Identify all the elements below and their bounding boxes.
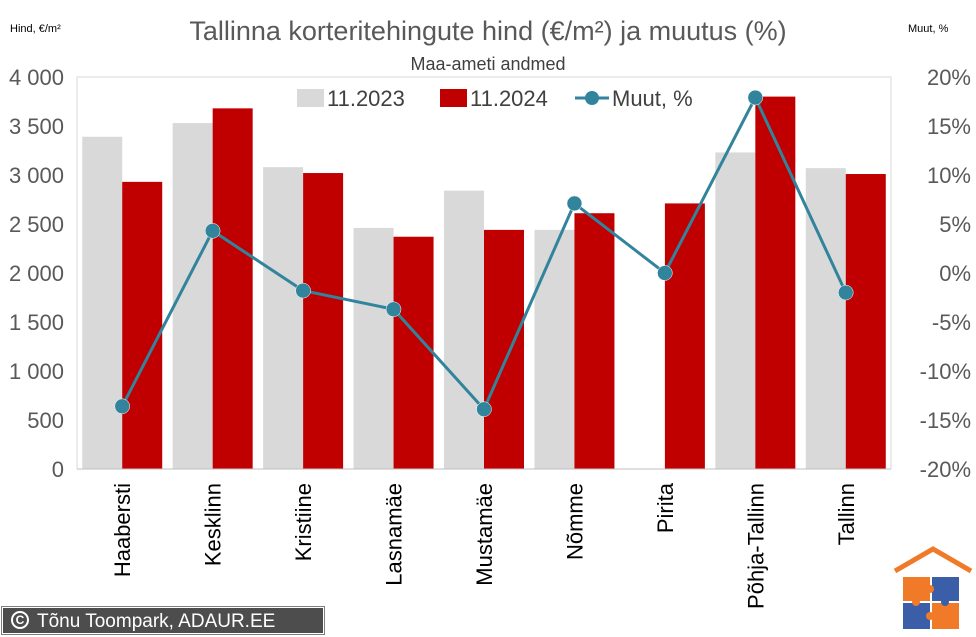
y2-tick-label: -10% xyxy=(920,359,971,384)
credit-badge: C Tõnu Toompark, ADAUR.EE xyxy=(1,606,325,635)
y2-tick-label: -5% xyxy=(932,310,971,335)
change-point xyxy=(114,398,130,415)
x-category-label: Nõmme xyxy=(562,483,587,560)
legend-label-2024: 11.2024 xyxy=(470,86,548,111)
y2-tick-label: 20% xyxy=(927,65,971,90)
chart-title: Tallinna korteritehingute hind (€/m²) ja… xyxy=(189,16,786,46)
y-tick-label: 3 500 xyxy=(9,114,64,139)
legend: 11.2023 11.2024 Muut, % xyxy=(297,86,693,111)
y-tick-label: 4 000 xyxy=(9,65,64,90)
x-category-label: Põhja-Tallinn xyxy=(743,483,768,609)
change-point xyxy=(476,401,492,417)
bar-2024 xyxy=(755,96,796,469)
bar-2023 xyxy=(444,190,484,469)
bar-2024 xyxy=(303,173,344,470)
y2-axis-label: Muut, % xyxy=(908,23,949,35)
bar-2024 xyxy=(574,213,615,469)
y2-tick-label: 0% xyxy=(939,261,971,286)
change-point xyxy=(385,301,402,318)
chart-subtitle: Maa-ameti andmed xyxy=(410,54,565,74)
copyright-icon: C xyxy=(11,611,29,629)
plot-area: 0 500 1 000 1 500 2 000 2 500 3 000 3 500 4 000 -… xyxy=(9,65,971,609)
logo-house-puzzle-icon xyxy=(893,546,973,629)
change-point xyxy=(204,223,221,239)
bar-2023 xyxy=(715,152,756,469)
legend-swatch-2024 xyxy=(440,89,467,107)
y-tick-label: 1 500 xyxy=(9,310,64,335)
bar-2024 xyxy=(212,108,253,470)
bar-2023 xyxy=(353,227,394,469)
y-tick-label: 0 xyxy=(52,457,64,482)
x-category-label: Haabersti xyxy=(110,483,135,577)
change-point xyxy=(566,195,583,212)
bar-2023 xyxy=(82,136,123,469)
change-point xyxy=(657,265,673,281)
legend-label-change: Muut, % xyxy=(612,86,693,111)
y-tick-label: 2 500 xyxy=(9,212,64,237)
x-category-label: Kristiine xyxy=(291,483,316,561)
x-category-label: Kesklinn xyxy=(201,483,226,566)
x-category-label: Lasnamäe xyxy=(382,483,407,586)
legend-swatch-2023 xyxy=(297,89,324,107)
legend-label-2023: 11.2023 xyxy=(327,86,405,111)
bar-2023 xyxy=(263,167,304,469)
bar-2024 xyxy=(845,174,886,469)
y-tick-label: 3 000 xyxy=(9,163,64,188)
credit-text: Tõnu Toompark, ADAUR.EE xyxy=(37,611,276,632)
y-tick-label: 1 000 xyxy=(9,359,64,384)
bar-2024 xyxy=(484,229,524,469)
bar-2024 xyxy=(664,203,705,470)
legend-marker-change xyxy=(585,91,599,105)
y2-tick-label: 10% xyxy=(927,163,971,188)
y2-tick-label: -15% xyxy=(920,408,971,433)
y-axis-label: Hind, €/m² xyxy=(10,23,61,35)
change-point xyxy=(295,282,311,299)
x-category-label: Tallinn xyxy=(834,483,859,545)
bar-2024 xyxy=(393,236,434,469)
y-tick-label: 2 000 xyxy=(9,261,64,286)
y2-tick-label: 5% xyxy=(939,212,971,237)
bar-2024 xyxy=(122,181,163,470)
change-point xyxy=(838,284,854,301)
bar-2023 xyxy=(534,229,575,469)
y-tick-label: 500 xyxy=(27,408,64,433)
y2-tick-label: -20% xyxy=(920,457,971,482)
change-point xyxy=(747,89,764,106)
x-category-label: Pirita xyxy=(653,482,678,533)
bar-2023 xyxy=(805,168,846,469)
x-category-label: Mustamäe xyxy=(472,483,497,586)
y2-tick-label: 15% xyxy=(927,114,971,139)
